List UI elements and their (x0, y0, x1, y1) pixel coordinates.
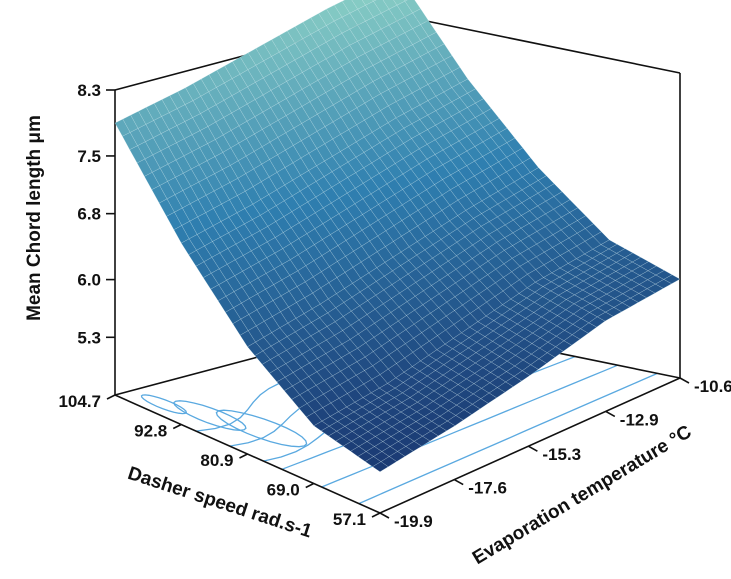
x-tick-mark (527, 445, 538, 452)
contour-loop (140, 394, 188, 415)
z-tick-label: 6.8 (77, 205, 101, 224)
z-tick-label: 7.5 (77, 147, 101, 166)
y-axis-title: Dasher speed rad.s-1 (125, 463, 315, 542)
y-tick-mark (371, 512, 381, 518)
z-axis-title: Mean Chord length μm (24, 115, 45, 321)
surface-cell (403, 0, 408, 2)
z-tick-label: 8.3 (77, 81, 101, 100)
y-tick-label: 80.9 (200, 451, 233, 470)
x-tick-label: -12.9 (620, 410, 659, 429)
top-edge (396, 14, 681, 74)
contour-loop (215, 409, 308, 448)
contour-line (358, 372, 658, 505)
z-tick-label: 5.3 (77, 328, 101, 347)
x-tick-mark (679, 377, 690, 384)
contour-line (321, 364, 618, 488)
x-tick-label: -19.9 (394, 512, 433, 531)
y-tick-label: 57.1 (333, 510, 366, 529)
surface-mesh (114, 0, 681, 473)
y-tick-label: 104.7 (58, 392, 101, 411)
y-tick-label: 69.0 (267, 481, 300, 500)
x-tick-mark (605, 410, 616, 418)
y-tick-mark (172, 423, 182, 430)
y-tick-mark (239, 453, 248, 459)
surface-cell (663, 274, 681, 284)
z-tick-label: 6.0 (77, 271, 101, 290)
y-tick-label: 92.8 (134, 422, 167, 441)
x-tick-mark (453, 478, 464, 486)
axes: 5.3 6.0 6.8 7.5 8.3 104.7 92.8 80.9 69.0 57.1 -19.… (58, 81, 731, 531)
x-tick-label: -15.3 (542, 445, 581, 464)
x-tick-label: -17.6 (468, 479, 507, 498)
y-tick-mark (305, 482, 315, 489)
surface-cell (372, 0, 377, 2)
x-tick-mark (379, 512, 390, 519)
floor-edge (379, 377, 681, 514)
contour-loop (173, 400, 247, 432)
x-tick-label: -10.6 (694, 377, 731, 396)
y-tick-mark (106, 394, 116, 400)
